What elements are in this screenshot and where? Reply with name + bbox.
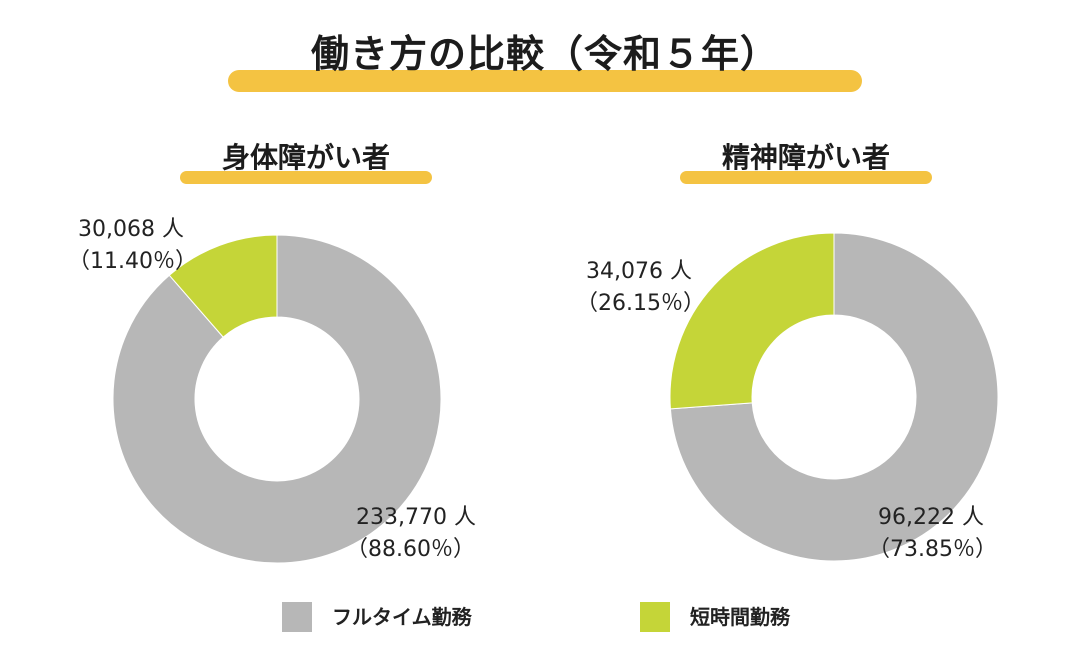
slice-full-time (112, 234, 442, 564)
data-label-short-time-percent: （26.15％） (576, 291, 705, 316)
slice-short-time (168, 234, 278, 338)
donut-chart-physical: 233,770 人 （88.60％） 30,068 人 （11.40％） (68, 217, 476, 564)
left-heading-underline-bar (180, 171, 432, 184)
right-chart-subtitle: 精神障がい者 (721, 141, 890, 174)
legend-item-short-time: 短時間勤務 (640, 601, 860, 633)
slice-full-time (669, 232, 999, 562)
chart-title-banner: 働き方の比較（令和５年） (228, 22, 862, 100)
left-chart-subtitle: 身体障がい者 (221, 141, 390, 174)
data-label-full-time-percent: （73.85％） (868, 537, 997, 562)
legend-item-full-time: フルタイム勤務 (282, 601, 522, 633)
chart-title: 働き方の比較（令和５年） (310, 32, 779, 76)
data-label-full-time-count: 96,222 人 (878, 505, 984, 530)
legend-swatch-full-time (282, 602, 312, 632)
right-chart-heading: 精神障がい者 (680, 140, 932, 188)
data-label-full-time-percent: （88.60％） (346, 537, 475, 562)
left-chart-heading: 身体障がい者 (180, 140, 432, 188)
title-underline-bar (228, 70, 862, 92)
data-label-short-time-count: 34,076 人 (586, 259, 692, 284)
right-heading-underline-bar (680, 171, 932, 184)
data-label-short-time-count: 30,068 人 (78, 217, 184, 242)
data-label-short-time-percent: （11.40％） (68, 249, 197, 274)
donut-chart-mental: 96,222 人 （73.85％） 34,076 人 （26.15％） (576, 232, 999, 562)
slice-short-time (669, 232, 835, 410)
legend-swatch-short-time (640, 602, 670, 632)
legend-label-short-time: 短時間勤務 (690, 605, 790, 629)
legend-label-full-time: フルタイム勤務 (332, 605, 472, 629)
data-label-full-time-count: 233,770 人 (356, 505, 476, 530)
